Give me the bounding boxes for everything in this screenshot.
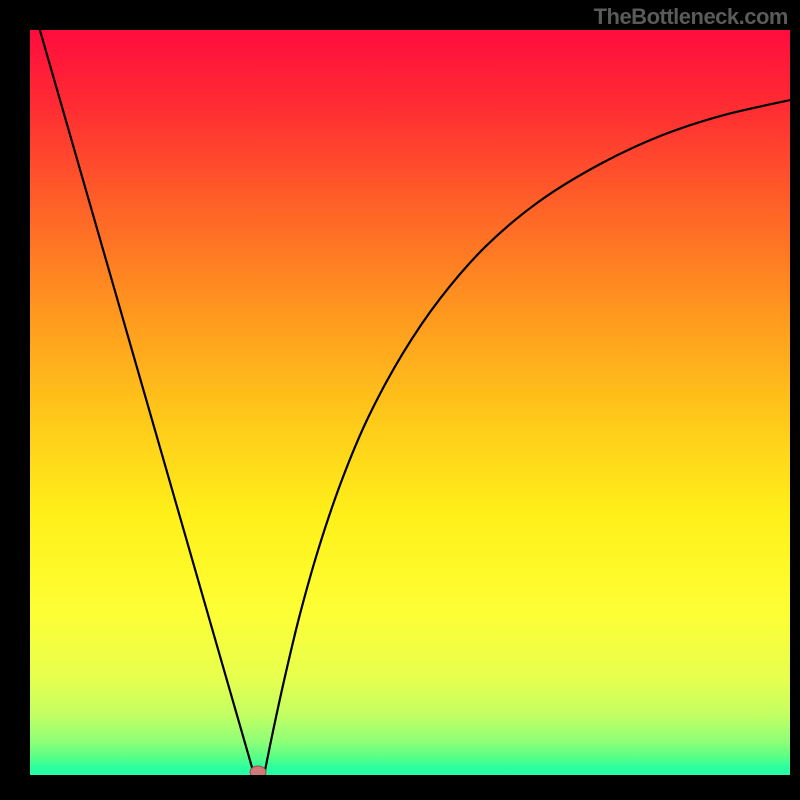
optimal-point-marker	[250, 766, 266, 775]
chart-svg	[30, 30, 790, 775]
plot-area	[30, 30, 790, 775]
watermark-text: TheBottleneck.com	[594, 4, 788, 30]
chart-container: TheBottleneck.com	[0, 0, 800, 800]
gradient-background	[30, 30, 790, 775]
